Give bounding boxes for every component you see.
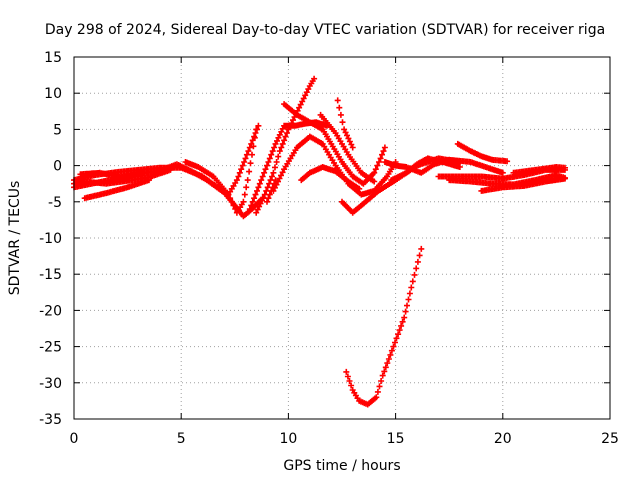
data-series-track-4 xyxy=(81,177,152,202)
data-points xyxy=(334,97,356,151)
data-series-track-6 xyxy=(182,126,260,216)
y-tick-label: -10 xyxy=(39,231,62,247)
data-points xyxy=(298,164,363,192)
data-series-track-19 xyxy=(454,140,511,165)
data-points xyxy=(182,126,260,216)
x-tick-label: 15 xyxy=(387,431,405,447)
data-series-track-23 xyxy=(510,164,568,176)
data-series-track-18 xyxy=(388,155,463,184)
x-tick-label: 10 xyxy=(279,431,297,447)
data-series-track-13 xyxy=(298,164,363,192)
x-tick-label: 20 xyxy=(494,431,512,447)
plot-frame xyxy=(73,56,611,420)
data-points xyxy=(281,101,388,187)
y-tick-label: 0 xyxy=(53,159,62,175)
data-series-track-8 xyxy=(253,75,318,216)
y-tick-label: -5 xyxy=(48,195,62,211)
y-tick-label: -30 xyxy=(39,376,62,392)
y-tick-label: -25 xyxy=(39,340,62,356)
data-points xyxy=(454,140,511,165)
data-points xyxy=(510,164,568,176)
data-points xyxy=(77,169,146,181)
y-tick-label: -35 xyxy=(39,412,62,428)
x-tick-label: 25 xyxy=(601,431,619,447)
data-points xyxy=(388,155,463,184)
data-points xyxy=(478,175,568,194)
data-series-track-5 xyxy=(77,169,146,181)
x-tick-label: 5 xyxy=(177,431,186,447)
y-tick-label: 5 xyxy=(53,122,62,138)
data-series-track-24 xyxy=(343,245,425,408)
x-axis-label: GPS time / hours xyxy=(283,458,400,474)
x-tick-label: 0 xyxy=(70,431,79,447)
data-series-track-7 xyxy=(225,122,262,198)
data-layer xyxy=(71,75,568,408)
grid-layer xyxy=(74,57,610,419)
data-points xyxy=(264,177,279,205)
data-points xyxy=(343,245,425,408)
y-axis-label: SDTVAR / TECUs xyxy=(7,181,23,296)
data-series-track-16 xyxy=(334,97,356,151)
y-tick-label: -20 xyxy=(39,303,62,319)
data-series-track-15 xyxy=(317,111,378,185)
data-series-track-12 xyxy=(264,177,279,205)
data-series-track-22 xyxy=(478,175,568,194)
data-points xyxy=(253,75,318,216)
y-tick-label: -15 xyxy=(39,267,62,283)
tick-label-layer: 0 5 10 15 20 25 15 10 5 0 -5 -10 -15 -20 -25 -30 -35 xyxy=(39,50,619,447)
data-points xyxy=(317,111,378,185)
y-tick-label: 10 xyxy=(44,86,62,102)
chart-title: Day 298 of 2024, Sidereal Day-to-day VTE… xyxy=(45,22,605,38)
data-points xyxy=(225,122,262,198)
y-tick-label: 15 xyxy=(44,50,62,66)
data-series-track-10 xyxy=(281,101,388,187)
data-points xyxy=(81,177,152,202)
